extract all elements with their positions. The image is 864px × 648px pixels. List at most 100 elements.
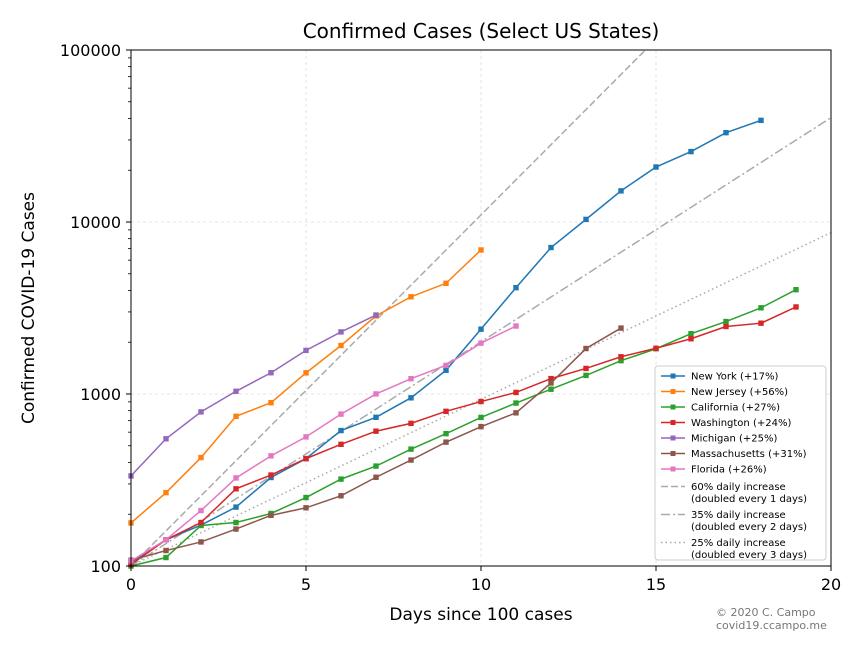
y-tick-label: 10000: [70, 213, 121, 232]
data-point: [408, 294, 414, 300]
legend-label: (doubled every 3 days): [691, 550, 807, 561]
data-point: [583, 372, 589, 379]
legend-marker: [670, 435, 676, 441]
chart-title: Confirmed Cases (Select US States): [303, 19, 660, 43]
data-point: [268, 512, 274, 519]
data-point: [198, 454, 204, 461]
data-point: [478, 398, 484, 405]
data-point: [163, 436, 169, 442]
data-point: [338, 493, 344, 499]
data-point: [688, 331, 694, 337]
data-point: [583, 345, 589, 352]
x-tick-label: 15: [646, 575, 666, 594]
data-point: [198, 507, 204, 514]
legend-label: California (+27%): [691, 403, 780, 414]
data-point: [338, 427, 344, 434]
data-point: [303, 370, 309, 376]
data-point: [303, 505, 309, 511]
data-point: [758, 305, 764, 311]
data-point: [688, 148, 694, 155]
data-point: [303, 455, 309, 462]
data-point: [268, 472, 274, 478]
legend-label: Florida (+26%): [691, 465, 767, 476]
data-point: [478, 247, 484, 253]
data-point: [618, 357, 624, 364]
data-point: [548, 375, 554, 382]
data-point: [233, 486, 239, 492]
x-tick-label: 10: [471, 575, 491, 594]
data-point: [338, 329, 344, 335]
data-point: [268, 400, 274, 406]
data-point: [303, 347, 309, 354]
data-point: [268, 453, 274, 459]
grid-lines: [131, 50, 831, 566]
data-point: [758, 117, 764, 124]
legend-label: 25% daily increase: [691, 538, 786, 549]
data-point: [233, 413, 239, 419]
data-point: [478, 340, 484, 346]
legend-marker: [670, 404, 676, 410]
data-point: [443, 408, 449, 415]
data-point: [583, 216, 589, 223]
y-tick-label: 100: [90, 557, 121, 576]
data-point: [513, 284, 519, 291]
data-point: [373, 414, 379, 421]
data-point: [478, 326, 484, 332]
data-point: [548, 386, 554, 392]
data-series: [128, 117, 799, 569]
data-point: [233, 504, 239, 510]
data-point: [408, 457, 414, 463]
data-point: [653, 164, 659, 170]
x-tick-label: 5: [301, 575, 311, 594]
legend-marker: [670, 451, 676, 456]
data-point: [408, 420, 414, 427]
data-point: [198, 519, 204, 526]
data-point: [583, 365, 589, 372]
data-point: [163, 489, 169, 496]
data-point: [373, 474, 379, 480]
data-point: [688, 336, 694, 342]
data-point: [723, 323, 729, 330]
legend-label: New Jersey (+56%): [691, 387, 788, 398]
data-point: [618, 354, 624, 360]
data-point: [198, 409, 204, 415]
data-point: [233, 519, 239, 526]
data-point: [513, 400, 519, 406]
data-point: [548, 244, 554, 251]
data-point: [618, 188, 624, 194]
series-line: [130, 325, 517, 562]
data-point: [408, 376, 414, 382]
data-point: [233, 388, 239, 394]
data-point: [303, 494, 309, 501]
data-point: [233, 526, 239, 532]
legend-label: (doubled every 1 days): [691, 494, 807, 505]
legend-label: Massachusetts (+31%): [691, 449, 807, 460]
data-point: [443, 280, 449, 286]
data-point: [723, 318, 729, 325]
x-axis-label: Days since 100 cases: [389, 605, 572, 625]
data-point: [443, 430, 449, 437]
data-point: [548, 380, 554, 386]
data-point: [793, 287, 799, 293]
data-point: [198, 539, 204, 545]
data-point: [233, 475, 239, 481]
axis-ticks: 0 5 10 15 20 100 1000 10000 100000: [60, 41, 841, 594]
legend-label: Michigan (+25%): [691, 434, 778, 445]
data-point: [618, 325, 624, 331]
legend: New York (+17%) New Jersey (+56%) Californ…: [654, 365, 827, 561]
credit-website: covid19.ccampo.me: [716, 619, 827, 632]
data-point: [198, 522, 204, 529]
legend-label: New York (+17%): [691, 372, 778, 383]
data-point: [268, 370, 274, 376]
legend-marker: [670, 420, 676, 425]
legend-label: 60% daily increase: [691, 482, 786, 493]
data-point: [513, 389, 519, 396]
series-line: [130, 314, 377, 477]
data-point: [338, 476, 344, 482]
data-point: [513, 323, 519, 329]
data-point: [373, 463, 379, 469]
data-point: [373, 312, 379, 318]
data-point: [338, 441, 344, 447]
data-point: [408, 395, 414, 401]
